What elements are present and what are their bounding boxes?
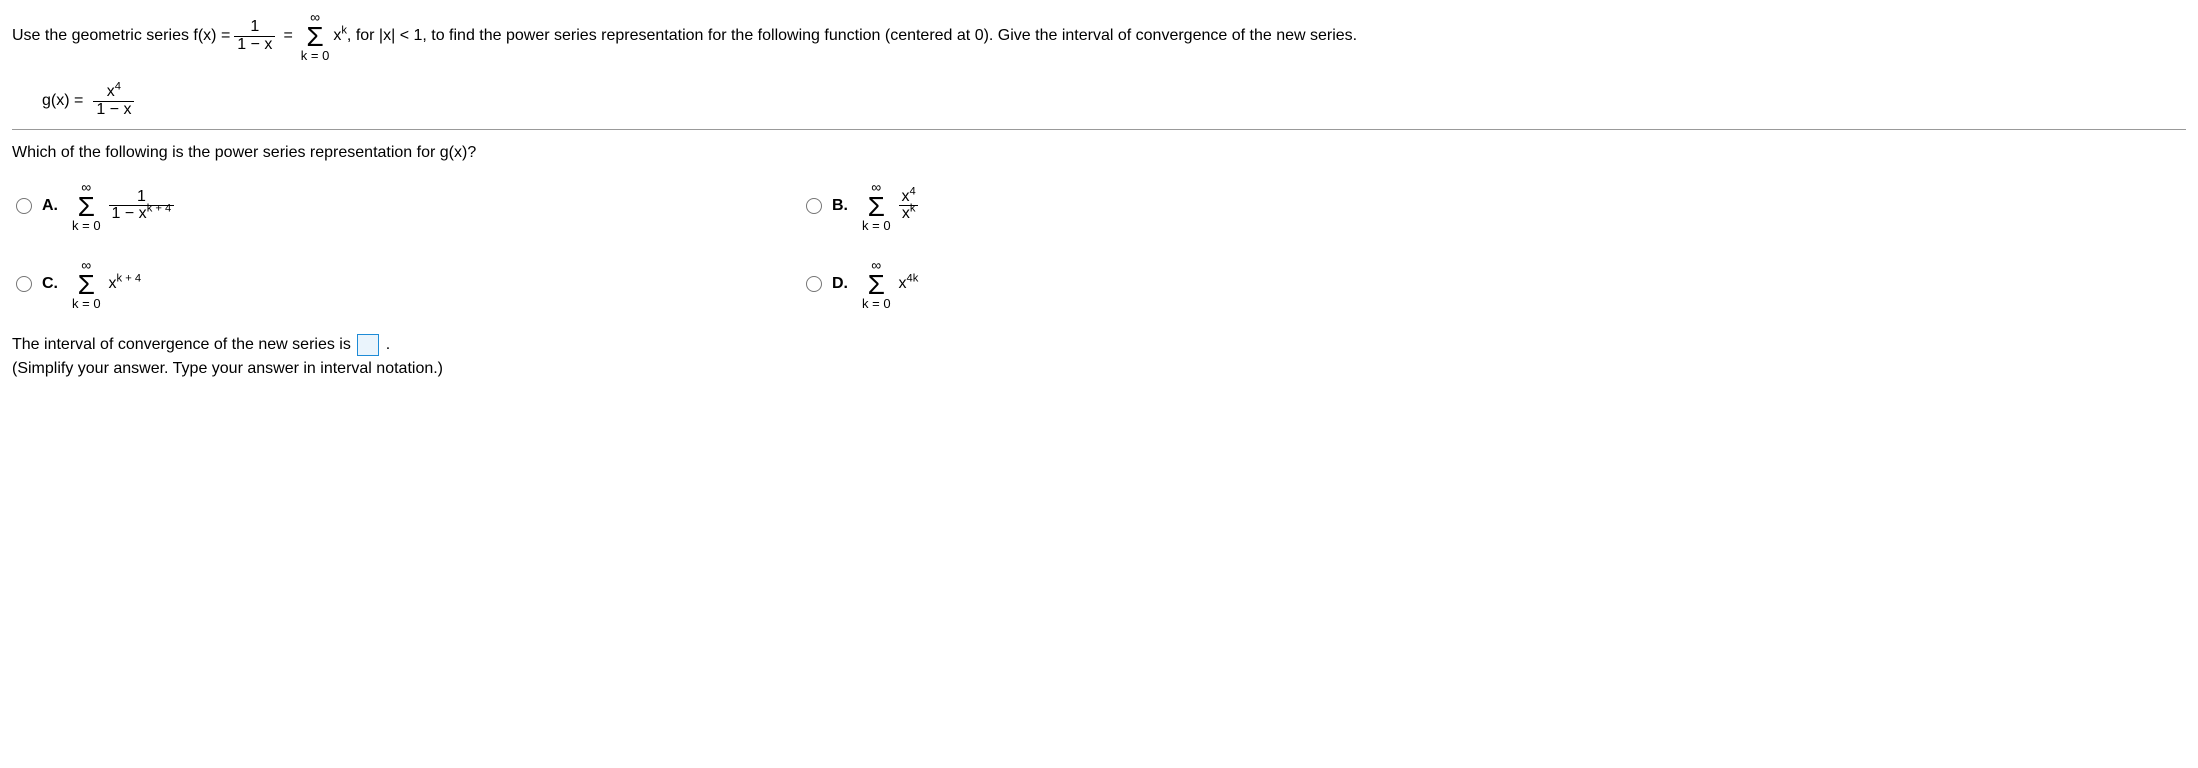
num-exp: 4 (910, 185, 916, 197)
sigma-icon: Σ (78, 194, 95, 219)
sum-lower: k = 0 (301, 49, 330, 62)
radio-b[interactable] (806, 198, 822, 214)
problem-intro: Use the geometric series f(x) = 1 1 − x … (12, 10, 2186, 62)
gx-num-base: x (107, 83, 115, 100)
choice-b-num: x4 (899, 189, 919, 206)
choice-d-label: D. (832, 275, 848, 293)
sum-lower: k = 0 (72, 219, 101, 232)
question-text: Which of the following is the power seri… (12, 144, 2186, 162)
choice-b-label: B. (832, 197, 848, 215)
den-base: x (902, 205, 910, 222)
answer-choices: A. ∞ Σ k = 0 1 1 − xk + 4 B. ∞ Σ k = 0 x… (16, 180, 2186, 310)
sigma-icon: Σ (78, 272, 95, 297)
equals-sign: = (283, 27, 292, 45)
gx-definition: g(x) = x4 1 − x (42, 84, 2186, 119)
sum-lower: k = 0 (72, 297, 101, 310)
sigma-icon: Σ (868, 194, 885, 219)
choice-d-sum: ∞ Σ k = 0 (862, 258, 891, 310)
term-exp: 4k (907, 273, 919, 285)
gx-num: x4 (104, 84, 124, 101)
choice-d-term: x4k (899, 275, 919, 293)
radio-a[interactable] (16, 198, 32, 214)
choice-b-sum: ∞ Σ k = 0 (862, 180, 891, 232)
choice-a-den: 1 − xk + 4 (109, 205, 175, 223)
term-base: x (899, 275, 907, 292)
choice-c-sum: ∞ Σ k = 0 (72, 258, 101, 310)
intro-frac-den: 1 − x (234, 36, 275, 54)
intro-pre-text: Use the geometric series f(x) = (12, 27, 230, 45)
intro-post-text: , for |x| < 1, to find the power series … (347, 27, 1357, 45)
intro-frac-num: 1 (247, 19, 262, 36)
term-exp: k + 4 (117, 273, 142, 285)
interval-input[interactable] (357, 334, 379, 356)
radio-d[interactable] (806, 276, 822, 292)
sum-lower: k = 0 (862, 297, 891, 310)
intro-fraction: 1 1 − x (234, 19, 275, 54)
choice-b-den: xk (899, 205, 919, 223)
gx-fraction: x4 1 − x (93, 84, 134, 119)
gx-den: 1 − x (93, 101, 134, 119)
choice-b[interactable]: B. ∞ Σ k = 0 x4 xk (806, 180, 1596, 232)
intro-term: xk (333, 27, 347, 45)
radio-c[interactable] (16, 276, 32, 292)
choice-a-frac: 1 1 − xk + 4 (109, 189, 175, 224)
den-exp: k + 4 (147, 203, 172, 215)
gx-num-exp: 4 (115, 81, 121, 93)
choice-c[interactable]: C. ∞ Σ k = 0 xk + 4 (16, 258, 806, 310)
choice-a[interactable]: A. ∞ Σ k = 0 1 1 − xk + 4 (16, 180, 806, 232)
choice-d[interactable]: D. ∞ Σ k = 0 x4k (806, 258, 1596, 310)
choice-c-label: C. (42, 275, 58, 293)
den-pre: 1 − x (112, 205, 147, 222)
sigma-icon: Σ (868, 272, 885, 297)
gx-lhs: g(x) = (42, 92, 83, 110)
interval-hint: (Simplify your answer. Type your answer … (12, 360, 2186, 378)
choice-a-label: A. (42, 197, 58, 215)
choice-b-frac: x4 xk (899, 189, 919, 224)
intro-sum: ∞ Σ k = 0 (301, 10, 330, 62)
choice-a-sum: ∞ Σ k = 0 (72, 180, 101, 232)
interval-prompt: The interval of convergence of the new s… (12, 334, 2186, 356)
interval-pre: The interval of convergence of the new s… (12, 336, 355, 353)
num-base: x (902, 188, 910, 205)
choice-c-term: xk + 4 (109, 275, 142, 293)
sigma-icon: Σ (306, 24, 323, 49)
term-base: x (109, 275, 117, 292)
separator-line (12, 129, 2186, 130)
den-exp: k (910, 203, 916, 215)
interval-post: . (386, 336, 390, 353)
sum-lower: k = 0 (862, 219, 891, 232)
